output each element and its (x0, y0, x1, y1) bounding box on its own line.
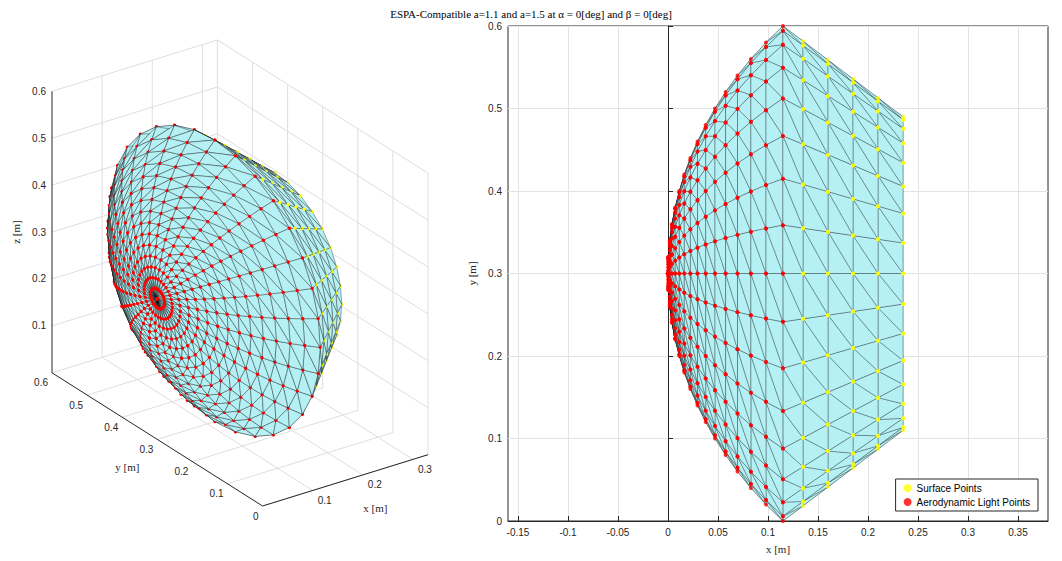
svg-text:-0.05: -0.05 (607, 527, 630, 538)
svg-text:y [m]: y [m] (466, 261, 478, 285)
svg-text:Aerodynamic Light Points: Aerodynamic Light Points (917, 497, 1030, 508)
svg-text:0.2: 0.2 (861, 527, 875, 538)
svg-text:0.25: 0.25 (908, 527, 928, 538)
svg-text:-0.1: -0.1 (559, 527, 577, 538)
svg-text:0.4: 0.4 (32, 180, 46, 191)
svg-text:0.2: 0.2 (368, 479, 382, 490)
svg-text:0.3: 0.3 (488, 268, 502, 279)
svg-text:0: 0 (665, 527, 671, 538)
svg-text:0.5: 0.5 (69, 400, 83, 411)
svg-text:0.5: 0.5 (488, 103, 502, 114)
svg-text:0.15: 0.15 (808, 527, 828, 538)
svg-text:0.6: 0.6 (34, 377, 48, 388)
svg-text:x [m]: x [m] (363, 502, 387, 514)
svg-text:z [m]: z [m] (10, 220, 22, 244)
svg-text:x [m]: x [m] (766, 543, 790, 555)
svg-text:0.2: 0.2 (488, 351, 502, 362)
svg-text:0: 0 (496, 516, 502, 527)
svg-text:0.2: 0.2 (174, 466, 188, 477)
svg-text:0.4: 0.4 (104, 422, 118, 433)
svg-text:0.1: 0.1 (210, 488, 224, 499)
svg-text:y [m]: y [m] (115, 461, 139, 473)
svg-text:0.5: 0.5 (32, 133, 46, 144)
svg-text:0.3: 0.3 (961, 527, 975, 538)
svg-text:0.3: 0.3 (418, 464, 432, 475)
svg-text:0.1: 0.1 (318, 495, 332, 506)
svg-text:ESPA-Compatible a=1.1 and a=1.: ESPA-Compatible a=1.1 and a=1.5 at α = 0… (390, 8, 672, 20)
svg-text:Surface Points: Surface Points (917, 483, 982, 494)
svg-text:0.6: 0.6 (32, 86, 46, 97)
svg-text:-0.15: -0.15 (507, 527, 530, 538)
svg-text:0.1: 0.1 (761, 527, 775, 538)
svg-text:0.3: 0.3 (32, 227, 46, 238)
svg-text:0.1: 0.1 (32, 320, 46, 331)
svg-text:0.6: 0.6 (488, 21, 502, 32)
svg-text:0: 0 (253, 511, 259, 522)
svg-text:0.1: 0.1 (488, 433, 502, 444)
svg-text:0.2: 0.2 (32, 273, 46, 284)
svg-text:0.3: 0.3 (139, 444, 153, 455)
svg-text:0.4: 0.4 (488, 186, 502, 197)
svg-text:0.05: 0.05 (708, 527, 728, 538)
svg-text:0.35: 0.35 (1008, 527, 1028, 538)
